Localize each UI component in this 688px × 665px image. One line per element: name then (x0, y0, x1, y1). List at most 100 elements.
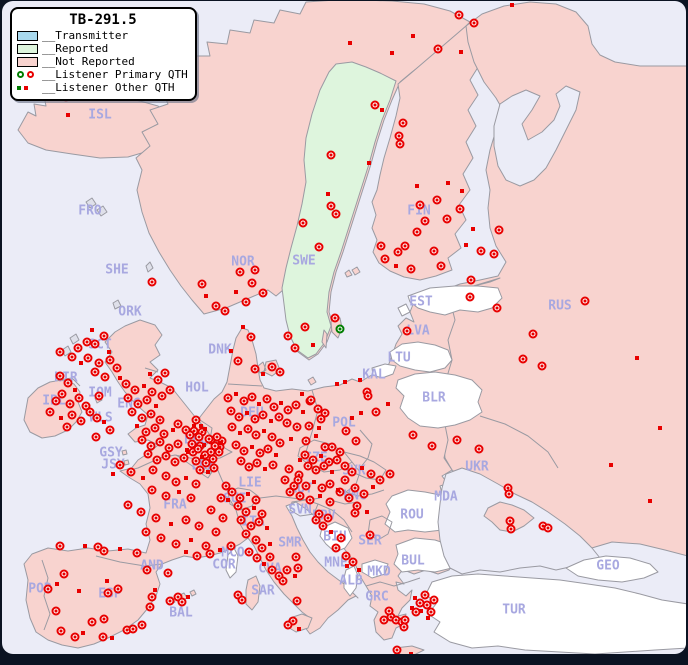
country-lithuania (389, 341, 453, 373)
listener-primary-qth-marker (262, 394, 272, 404)
listener-primary-qth-marker (155, 415, 165, 425)
other-qth-glyphs (17, 85, 38, 90)
green-circle-icon (17, 71, 24, 78)
green-square-icon (17, 85, 21, 90)
listener-primary-qth-marker (304, 421, 314, 431)
listener-primary-qth-marker (376, 241, 386, 251)
listener-other-qth-marker (202, 443, 206, 447)
listener-primary-qth-marker (429, 595, 439, 605)
listener-other-qth-marker (79, 361, 83, 365)
listener-primary-qth-marker (92, 413, 102, 423)
listener-other-qth-marker (358, 378, 362, 382)
listener-other-qth-marker (169, 522, 173, 526)
listener-primary-qth-marker (235, 267, 245, 277)
listener-primary-qth-marker (227, 487, 237, 497)
listener-primary-qth-marker (67, 352, 77, 362)
listener-primary-qth-marker (241, 297, 251, 307)
listener-primary-qth-marker (331, 209, 341, 219)
listener-primary-qth-marker (65, 399, 75, 409)
listener-other-qth-marker (301, 410, 305, 414)
listener-primary-qth-marker (465, 292, 475, 302)
listener-primary-qth-marker (157, 391, 167, 401)
legend-label: __Reported (42, 42, 109, 55)
listener-other-qth-marker (415, 184, 419, 188)
listener-primary-qth-marker (214, 447, 224, 457)
border-poland-east (359, 429, 373, 469)
listener-other-qth-marker (246, 492, 250, 496)
listener-primary-qth-marker (454, 10, 464, 20)
listener-primary-qth-marker (290, 343, 300, 353)
country-label-bul: BUL (401, 553, 425, 569)
listener-other-qth-marker (314, 434, 318, 438)
listener-primary-qth-marker (250, 414, 260, 424)
listener-primary-qth-marker (318, 521, 328, 531)
listener-primary-qth-marker (314, 509, 324, 519)
country-label-svn: SVN (288, 502, 312, 518)
listener-primary-qth-marker (335, 447, 345, 457)
red-circle-icon (27, 71, 34, 78)
listener-primary-qth-marker (267, 362, 277, 372)
country-label-grc: GRC (365, 589, 389, 605)
country-label-gsy: GSY (99, 445, 123, 461)
listener-primary-qth-marker (137, 413, 147, 423)
listener-other-qth-marker (81, 631, 85, 635)
listener-primary-qth-marker (452, 435, 462, 445)
listener-other-qth-marker (184, 476, 188, 480)
listener-primary-qth-marker (317, 483, 327, 493)
listener-primary-qth-marker (133, 399, 143, 409)
listener-other-qth-marker (204, 294, 208, 298)
listener-other-qth-marker (359, 411, 363, 415)
listener-other-qth-marker (413, 596, 417, 600)
islet-orkney (112, 299, 122, 310)
listener-primary-qth-marker (185, 430, 195, 440)
listener-primary-qth-marker (43, 584, 53, 594)
listener-other-qth-marker (330, 470, 334, 474)
listener-primary-qth-marker (504, 489, 514, 499)
listener-primary-qth-marker (359, 489, 369, 499)
country-macedonia (361, 559, 389, 579)
reported-swatch (17, 43, 38, 54)
listener-primary-qth-marker (99, 614, 109, 624)
listener-primary-qth-marker (100, 372, 110, 382)
listener-primary-qth-marker (291, 400, 301, 410)
listener-primary-qth-marker (62, 422, 72, 432)
country-label-rou: ROU (400, 507, 424, 523)
listener-other-qth-marker (426, 616, 430, 620)
country-label-cor: COR (212, 557, 236, 573)
listener-other-qth-marker (265, 526, 269, 530)
listener-primary-qth-marker (194, 432, 204, 442)
listener-other-qth-marker (148, 372, 152, 376)
listener-other-qth-marker (141, 476, 145, 480)
listener-primary-qth-marker (283, 405, 293, 415)
listener-primary-qth-marker (263, 444, 273, 454)
listener-primary-qth-marker (250, 265, 260, 275)
listener-primary-qth-marker (201, 458, 211, 468)
listener-primary-qth-marker (255, 448, 265, 458)
listener-primary-qth-marker (191, 456, 201, 466)
country-label-mda: MDA (434, 489, 458, 505)
listener-other-qth-marker (510, 3, 514, 7)
legend-box: TB-291.5 __Transmitter __Reported __Not … (10, 7, 197, 101)
listener-primary-qth-marker (351, 436, 361, 446)
listener-primary-qth-marker (283, 331, 293, 341)
listener-other-qth-marker (268, 542, 272, 546)
legend-label: __Not Reported (42, 55, 135, 68)
listener-primary-qth-marker (306, 395, 316, 405)
listener-other-qth-marker (245, 411, 249, 415)
map-canvas: ISL FRO SHE ORK NOR SWE FIN EST LVA LTU KAL RUS BLR D… (2, 1, 686, 654)
listener-primary-qth-marker (252, 553, 262, 563)
listener-primary-qth-marker (301, 481, 311, 491)
country-label-ser: SER (358, 533, 382, 549)
listener-primary-qth-marker (150, 423, 160, 433)
listener-other-qth-marker (446, 181, 450, 185)
legend-row-transmitter: __Transmitter (17, 29, 189, 42)
border-scotland-england (144, 367, 159, 373)
listener-other-qth-marker (317, 426, 321, 430)
country-label-ltu: LTU (387, 350, 411, 366)
listener-other-qth-marker (365, 510, 369, 514)
listener-primary-qth-marker (236, 456, 246, 466)
listener-primary-qth-marker (311, 465, 321, 475)
listener-other-qth-marker (648, 499, 652, 503)
listener-primary-qth-marker (341, 426, 351, 436)
